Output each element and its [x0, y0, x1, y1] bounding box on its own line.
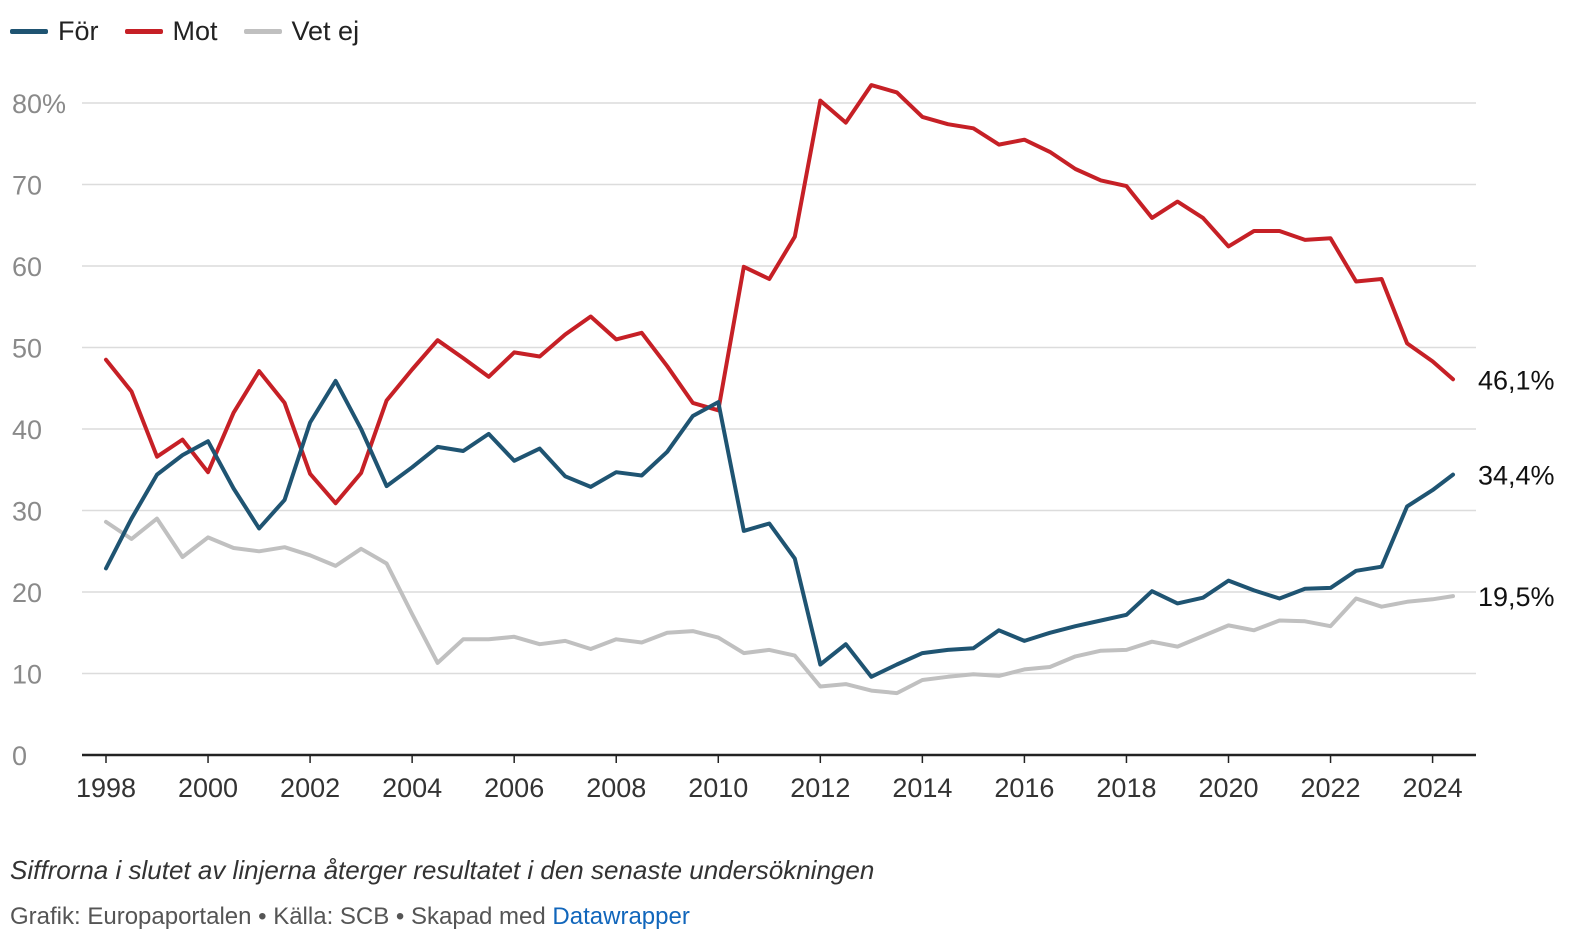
x-tick-label: 2024 — [1403, 773, 1463, 803]
legend-label-for: För — [58, 16, 99, 46]
series-line-mot — [104, 83, 1455, 506]
y-tick-label: 80% — [12, 89, 66, 119]
datawrapper-link[interactable]: Datawrapper — [552, 903, 690, 930]
legend-item-vet-ej: Vet ej — [243, 16, 360, 47]
legend-swatch-vet-ej — [243, 29, 282, 34]
legend-label-vet-ej: Vet ej — [291, 16, 360, 46]
series-line-vet-ej — [104, 516, 1455, 696]
x-tick-label: 2010 — [688, 773, 748, 803]
chart-note: Siffrorna i slutet av linjerna återger r… — [10, 855, 875, 885]
legend: För Mot Vet ej — [10, 16, 385, 47]
y-tick-label: 30 — [12, 497, 42, 527]
end-label-f-r: 34,4% — [1478, 461, 1555, 491]
legend-item-for: För — [10, 16, 99, 47]
x-tick-label: 2004 — [382, 773, 442, 803]
legend-swatch-for — [10, 29, 48, 34]
x-tick-label: 2002 — [280, 773, 340, 803]
y-tick-label: 70 — [12, 171, 42, 201]
x-tick-label: 2022 — [1301, 773, 1361, 803]
end-label-mot: 46,1% — [1478, 365, 1555, 395]
credits-text: Grafik: Europaportalen • Källa: SCB • Sk… — [10, 903, 553, 930]
legend-swatch-mot — [124, 29, 163, 34]
y-tick-label: 50 — [12, 334, 42, 364]
x-tick-label: 2012 — [790, 773, 850, 803]
x-tick-label: 2008 — [586, 773, 646, 803]
chart-credits: Grafik: Europaportalen • Källa: SCB • Sk… — [10, 903, 690, 931]
series-line-f-r — [104, 378, 1455, 679]
y-tick-label: 20 — [12, 578, 42, 608]
y-tick-label: 40 — [12, 415, 42, 445]
legend-label-mot: Mot — [172, 16, 218, 46]
x-tick-label: 2016 — [994, 773, 1054, 803]
y-tick-label: 60 — [12, 252, 42, 282]
x-tick-label: 1998 — [76, 773, 136, 803]
x-tick-label: 2014 — [892, 773, 952, 803]
y-tick-label: 0 — [12, 741, 27, 771]
x-tick-label: 2006 — [484, 773, 544, 803]
x-tick-label: 2018 — [1096, 773, 1156, 803]
x-tick-label: 2020 — [1198, 773, 1258, 803]
y-tick-label: 10 — [12, 660, 42, 690]
line-chart: 0 10 20 30 40 50 60 70 80% 1998 2000 2002 2004 2006 20… — [12, 83, 1555, 803]
legend-item-mot: Mot — [124, 16, 218, 47]
end-label-vet-ej: 19,5% — [1478, 582, 1555, 612]
x-tick-label: 2000 — [178, 773, 238, 803]
